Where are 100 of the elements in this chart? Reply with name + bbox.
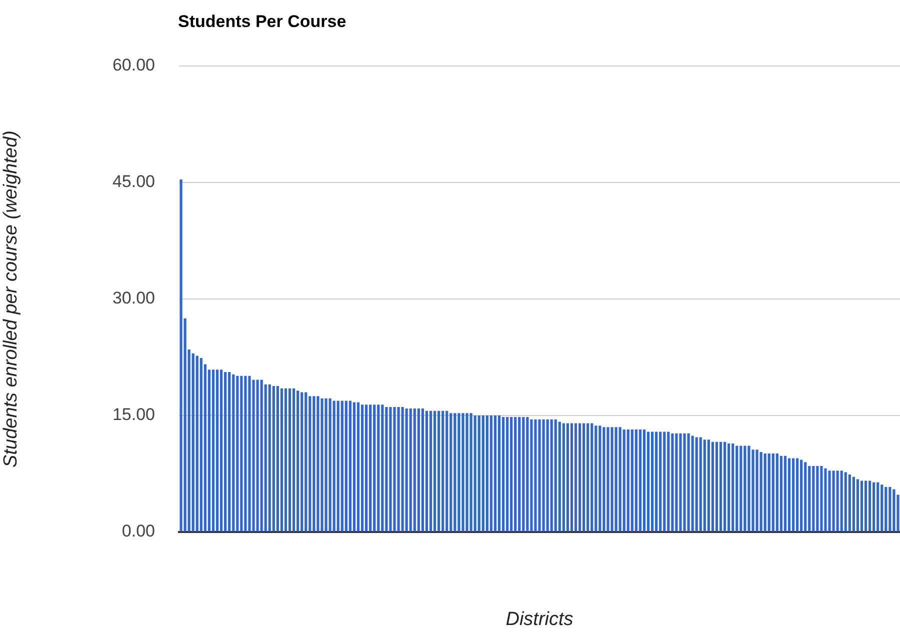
bar [659, 432, 662, 532]
bar [340, 400, 344, 532]
bar [442, 410, 444, 532]
bar [602, 427, 606, 532]
bar [518, 417, 521, 532]
bar [804, 462, 807, 532]
bar [312, 396, 316, 532]
bar [332, 400, 336, 532]
bar [454, 413, 456, 532]
bar [808, 466, 811, 532]
bar [413, 408, 416, 532]
bar [284, 388, 288, 532]
bar [276, 386, 279, 532]
y-tick-label: 15.00 [112, 405, 155, 424]
bar [248, 376, 251, 532]
bar [308, 396, 312, 532]
y-tick-label: 30.00 [112, 288, 155, 308]
bar [860, 480, 864, 532]
bar [196, 356, 198, 532]
bar [740, 446, 742, 532]
bar [220, 370, 223, 532]
bar [316, 396, 320, 532]
bar [474, 416, 476, 532]
bar [852, 476, 855, 532]
bar [328, 398, 332, 532]
bar [212, 370, 215, 532]
bar [566, 423, 570, 532]
bar [840, 470, 843, 532]
bar [401, 406, 404, 532]
bar [687, 433, 690, 532]
bar [796, 458, 799, 532]
bar [848, 474, 851, 532]
bar [462, 413, 464, 532]
bar [526, 417, 529, 532]
bar [723, 442, 726, 532]
y-tick-label: 0.00 [122, 522, 155, 541]
bar [824, 468, 827, 532]
bar [470, 413, 472, 532]
bar [836, 470, 839, 532]
bar [433, 410, 436, 532]
bar [707, 440, 710, 532]
bar [446, 410, 448, 532]
bar [393, 406, 396, 532]
bar [574, 423, 578, 532]
bar [228, 372, 231, 532]
bar [570, 423, 574, 532]
bar [360, 404, 364, 532]
bar [381, 404, 384, 532]
bar [288, 388, 292, 532]
bar [622, 429, 626, 532]
bar [776, 454, 778, 532]
bar [550, 419, 553, 532]
bar [240, 376, 243, 532]
bar [634, 429, 638, 532]
bar [703, 440, 706, 532]
bar [828, 470, 831, 532]
bar [200, 358, 202, 532]
bar [788, 458, 791, 532]
bar [618, 427, 622, 532]
bar [764, 454, 766, 532]
bar [816, 466, 819, 532]
bar [373, 404, 376, 532]
bar [417, 408, 420, 532]
bar [300, 392, 304, 532]
bar [578, 423, 582, 532]
bar [369, 404, 372, 532]
bar [832, 470, 835, 532]
x-axis-title: Districts [506, 608, 574, 630]
bar [486, 416, 488, 532]
bar [421, 408, 424, 532]
bar [667, 432, 670, 532]
bar [892, 489, 896, 532]
bar [377, 404, 380, 532]
bar [872, 482, 876, 532]
bar [304, 392, 308, 532]
bar [344, 400, 348, 532]
bar [663, 432, 666, 532]
bar [232, 374, 235, 532]
bar [364, 404, 368, 532]
bar [888, 486, 892, 532]
bar [594, 426, 598, 532]
bar [728, 443, 730, 532]
bar [352, 402, 356, 532]
bar [268, 384, 271, 532]
bar [546, 419, 549, 532]
bar [679, 433, 682, 532]
bar [385, 406, 388, 532]
bar [626, 429, 630, 532]
bar [260, 380, 263, 532]
bar [522, 417, 525, 532]
bar [884, 486, 888, 532]
bar [320, 398, 324, 532]
bar [450, 413, 452, 532]
bar [558, 422, 561, 532]
bar [252, 380, 255, 532]
bar [348, 400, 352, 532]
bar [256, 380, 259, 532]
bar [478, 416, 480, 532]
bar [614, 427, 618, 532]
bar [437, 410, 440, 532]
